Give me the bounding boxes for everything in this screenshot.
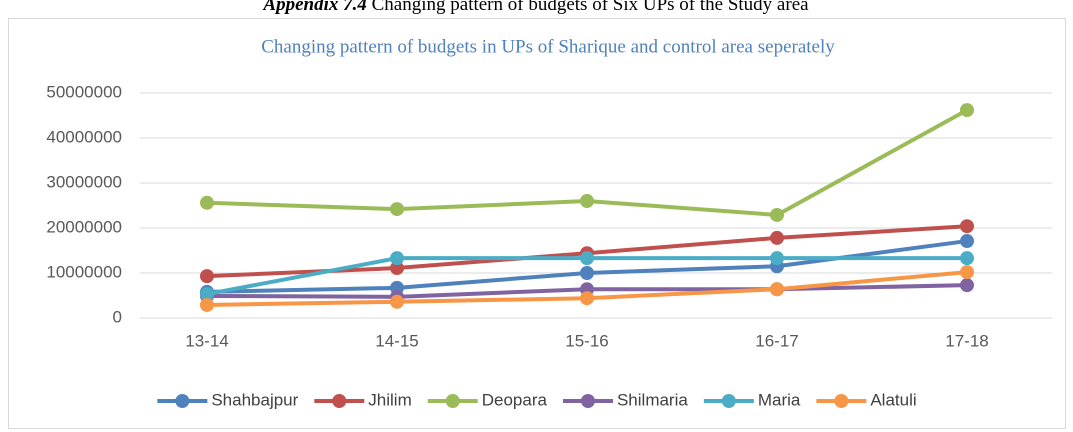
point [200, 287, 214, 302]
legend-label: Shilmaria [617, 390, 688, 409]
point [770, 282, 784, 297]
legend-label: Jhilim [368, 390, 411, 409]
x-tick-label: 17-18 [945, 331, 988, 350]
caption: Appendix 7.4 Changing pattern of budgets… [262, 0, 809, 15]
legend-marker [332, 394, 347, 408]
x-tick-label: 16-17 [755, 331, 798, 350]
chart-title: Changing pattern of budgets in UPs of Sh… [261, 36, 835, 57]
point [390, 251, 404, 266]
point [960, 265, 974, 280]
point [960, 103, 974, 118]
chart-frame [8, 18, 1066, 429]
point [580, 194, 594, 208]
caption-text: Changing pattern of budgets of Six UPs o… [372, 0, 810, 15]
point [580, 266, 594, 280]
point [960, 234, 974, 249]
legend-marker [445, 394, 460, 408]
y-tick-label: 10000000 [46, 262, 122, 281]
x-tick-label: 15-16 [565, 331, 608, 350]
caption-label: Appendix 7.4 [262, 0, 366, 15]
point [200, 269, 214, 284]
y-tick-label: 20000000 [46, 217, 122, 236]
legend-label: Shahbajpur [211, 390, 298, 409]
point [770, 251, 784, 266]
point [770, 207, 784, 222]
point [200, 297, 214, 312]
legend-marker [175, 394, 190, 408]
point [580, 291, 594, 306]
legend-label: Deopara [482, 390, 548, 409]
point [390, 294, 404, 309]
point [390, 202, 404, 217]
legend-marker [580, 394, 595, 408]
point [960, 219, 974, 234]
point [200, 195, 214, 210]
y-tick-label: 40000000 [46, 127, 122, 146]
x-tick-label: 13-14 [185, 331, 228, 350]
y-tick-label: 0 [113, 307, 122, 326]
legend-label: Maria [758, 390, 801, 409]
x-tick-label: 14-15 [375, 331, 418, 350]
point [960, 278, 974, 293]
point [580, 251, 594, 266]
legend-marker [834, 394, 849, 408]
point [390, 261, 404, 276]
point [770, 230, 784, 245]
point [960, 251, 974, 266]
legend-label: Alatuli [870, 390, 916, 409]
y-tick-label: 30000000 [46, 172, 122, 191]
legend-marker [721, 394, 736, 408]
y-tick-label: 50000000 [46, 82, 122, 101]
